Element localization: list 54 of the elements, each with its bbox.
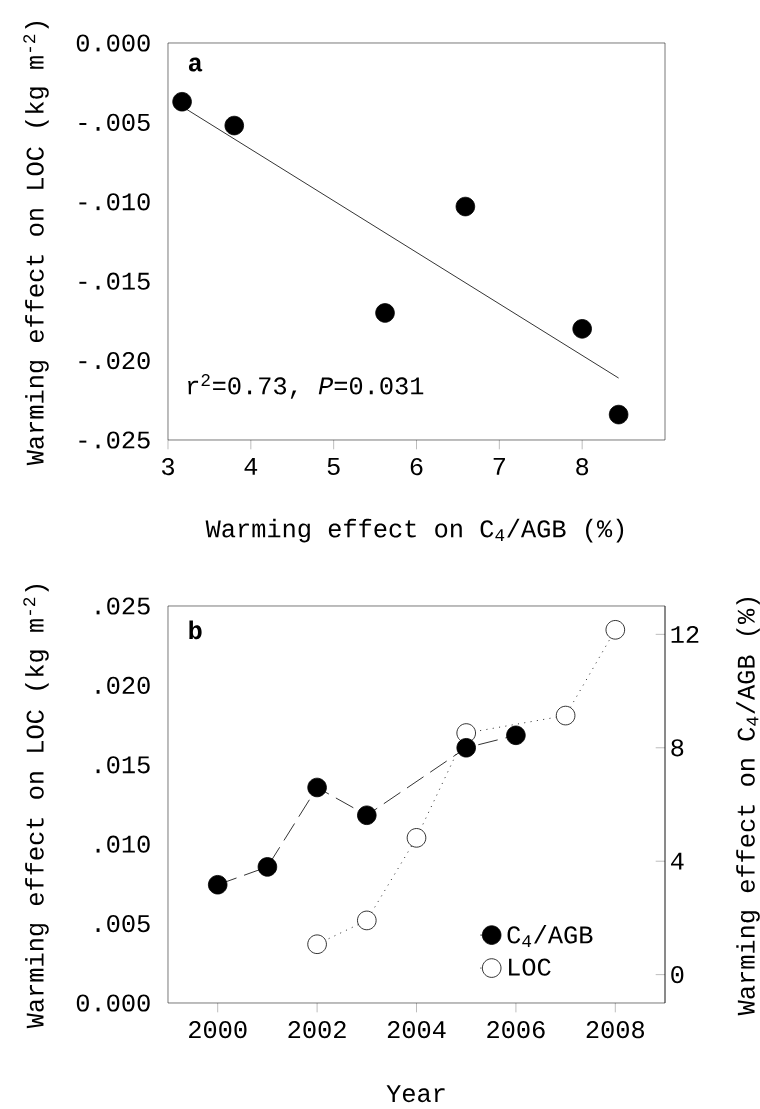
y-tick-label: 0.000 [76,994,150,1012]
y2-tick-label: 8 [671,739,684,757]
point [375,303,395,323]
x-axis-title: Warming effect on C$_{4}$/AGB (%) [205,518,624,543]
legend-label: C$_{4}$/AGB [507,924,593,948]
x-tick-label: 7 [493,458,505,475]
point [455,196,476,217]
x-tick-label: 8 [576,458,589,476]
x-tick-label: 6 [410,458,423,476]
point [257,857,278,877]
y-axis-title: Warming effect on LOC (kg m$^{-2}$) [23,21,49,466]
chart-title: a [188,57,203,72]
point [307,777,327,798]
x-tick-label: 2002 [288,1021,346,1039]
y2-tick-label: 12 [671,625,699,643]
y-tick-label: -.005 [79,113,150,131]
y2-tick-label: 4 [671,852,684,870]
point [605,620,626,640]
x-tick-label: 5 [327,458,340,475]
point [555,705,576,726]
y-axis-title: Warming effect on LOC (kg m$^{-2}$) [23,584,49,1029]
y2-tick-label: 0 [671,966,684,984]
y-tick-label: -.025 [79,431,150,449]
x-tick-label: 2000 [189,1021,247,1039]
y-tick-label: 0.000 [76,34,150,52]
point [506,725,526,746]
point [307,934,327,954]
legend-label: LOC [509,958,551,976]
x-tick-label: 2004 [387,1021,446,1039]
point [608,404,629,425]
y-tick-label: -.015 [79,272,150,290]
point [572,319,592,339]
y-tick-label: .020 [96,676,150,694]
x-tick-label: 4 [244,458,258,475]
point [357,910,377,931]
y-tick-label: .015 [96,756,150,774]
point [406,828,427,848]
y-tick-label: .025 [96,597,150,615]
point [172,92,192,112]
x-tick-label: 2006 [487,1021,545,1039]
x-axis-title: Year [386,1085,445,1103]
x-tick-label: 2008 [586,1021,645,1039]
y-tick-label: .010 [96,835,150,853]
y-tick-label: -.010 [79,193,150,211]
point [456,738,476,758]
annotation: r$^{2}$=0.73, P=0.031 [188,374,424,399]
point [357,805,377,825]
y-tick-label: .005 [96,915,150,933]
x-tick-label: 3 [161,458,174,476]
chart-title: b [189,620,202,640]
point [207,875,228,895]
y-tick-label: -.020 [79,352,150,370]
point [224,115,244,136]
y2-axis-title: Warming effect on C$_{4}$/AGB (%) [736,597,760,1016]
